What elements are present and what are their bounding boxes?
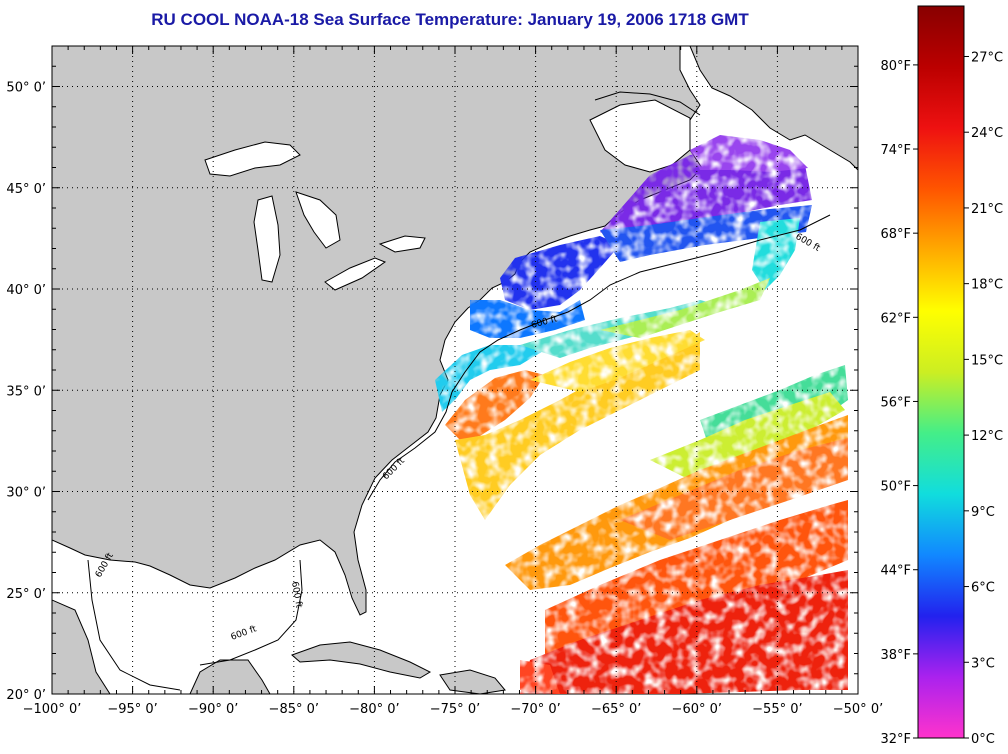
celsius-tick-label: 21°C [971, 202, 1003, 217]
fahrenheit-tick-label: 50°F [880, 480, 911, 495]
lake-erie [324, 257, 387, 291]
celsius-tick-label: 15°C [971, 353, 1003, 368]
x-tick-label: −55° 0’ [752, 702, 802, 717]
isobath-laurentian [594, 91, 701, 116]
land-hispaniola [439, 669, 506, 694]
celsius-tick-label: 6°C [971, 581, 995, 596]
x-tick-label: −75° 0’ [430, 702, 480, 717]
gulf-st-lawrence [589, 99, 691, 173]
celsius-tick-label: 12°C [971, 429, 1003, 444]
x-tick-label: −70° 0’ [510, 702, 560, 717]
x-tick-label: −60° 0’ [672, 702, 722, 717]
isobath-label: 600 ft [289, 581, 304, 609]
x-tick-label: −50° 0’ [833, 702, 883, 717]
y-tick-label: 50° 0’ [6, 81, 46, 96]
celsius-tick-label: 24°C [971, 126, 1003, 141]
x-tick-label: −80° 0’ [349, 702, 399, 717]
land-yucatan [189, 659, 271, 694]
y-tick-label: 35° 0’ [6, 384, 46, 399]
x-tick-label: −100° 0’ [23, 702, 82, 717]
colorbar [917, 5, 965, 739]
x-tick-label: −65° 0’ [591, 702, 641, 717]
lake-superior [204, 141, 301, 177]
fahrenheit-tick-label: 68°F [880, 227, 911, 242]
y-tick-label: 25° 0’ [6, 587, 46, 602]
celsius-tick-label: 18°C [971, 278, 1003, 293]
land-mexico [52, 599, 111, 694]
fahrenheit-tick-label: 44°F [880, 564, 911, 579]
fahrenheit-tick-label: 32°F [880, 732, 911, 747]
x-tick-label: −95° 0’ [107, 702, 157, 717]
celsius-tick-label: 27°C [971, 50, 1003, 65]
fahrenheit-tick-label: 62°F [880, 311, 911, 326]
fahrenheit-tick-label: 74°F [880, 143, 911, 158]
fahrenheit-tick-label: 80°F [880, 59, 911, 74]
celsius-tick-label: 9°C [971, 505, 995, 520]
y-tick-label: 20° 0’ [6, 688, 46, 703]
fahrenheit-tick-label: 38°F [880, 648, 911, 663]
isobath-gulf [87, 559, 303, 691]
colorbar-ticks: 27°C 24°C 21°C 18°C 15°C 12°C 9°C 6°C 3°C 0°C 80°F… [880, 50, 1003, 747]
land-cuba [291, 641, 432, 679]
lake-huron [295, 191, 341, 249]
y-axis-ticks: 50° 0’ 45° 0’ 40° 0’ 35° 0’ 30° 0’ 25° 0’ 20° … [6, 45, 858, 703]
map-grid [52, 46, 858, 694]
y-tick-label: 40° 0’ [6, 283, 46, 298]
y-tick-label: 45° 0’ [6, 182, 46, 197]
y-tick-label: 30° 0’ [6, 486, 46, 501]
map-title: RU COOL NOAA-18 Sea Surface Temperature:… [151, 10, 749, 29]
x-axis-ticks: −100° 0’ −95° 0’ −90° 0’ −85° 0’ −80° 0’ −75°… [23, 46, 883, 717]
celsius-tick-label: 0°C [971, 732, 995, 747]
sst-swath [435, 135, 848, 694]
map-content: 600 ft 600 ft 600 ft 600 ft 600 ft 600 f… [52, 46, 858, 694]
x-tick-label: −85° 0’ [269, 702, 319, 717]
celsius-tick-label: 3°C [971, 656, 995, 671]
lake-michigan [253, 195, 281, 283]
lake-ontario [378, 235, 426, 253]
isobath-atlantic [367, 214, 831, 501]
x-tick-label: −90° 0’ [188, 702, 238, 717]
fahrenheit-tick-label: 56°F [880, 395, 911, 410]
